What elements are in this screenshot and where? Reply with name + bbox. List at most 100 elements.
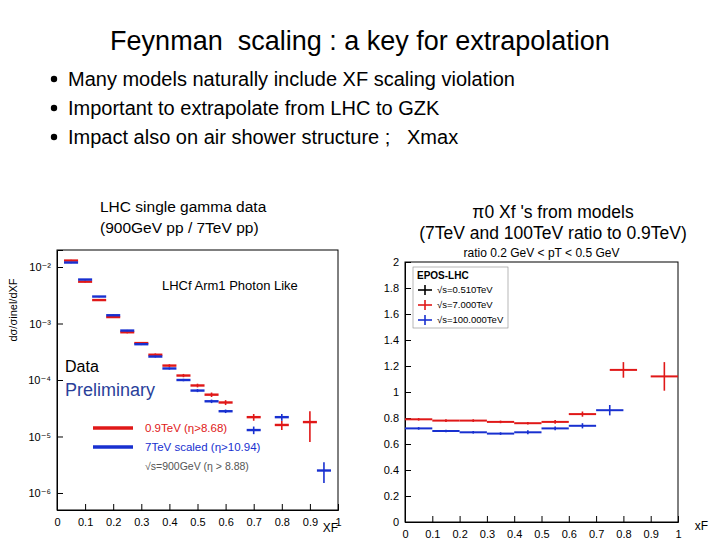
x-tick-mark — [514, 516, 515, 522]
bin-bar — [569, 413, 596, 415]
y-tick-mark — [405, 496, 411, 497]
annotation: √s=900GeV (η > 8.88) — [145, 460, 249, 472]
legend-swatch — [93, 426, 133, 430]
x-tick-mark — [282, 504, 283, 510]
data-point — [569, 412, 596, 417]
x-tick-mark — [678, 516, 679, 522]
bin-bar — [542, 427, 569, 429]
x-axis: 00.10.20.30.40.50.60.70.80.91 — [54, 504, 341, 528]
y-tick: 10⁻⁵ — [28, 431, 63, 443]
x-axis-title: xF — [695, 519, 708, 533]
data-points — [64, 260, 331, 483]
legend-swatch — [424, 285, 426, 295]
legend-label: 7TeV scaled (η>10.94) — [145, 441, 261, 453]
data-point — [405, 418, 432, 421]
bin-bar — [542, 421, 569, 423]
bullet-dot — [51, 76, 57, 82]
legend-swatch — [424, 300, 426, 310]
bin-bar — [303, 421, 317, 423]
y-tick-label: 1.4 — [384, 334, 399, 346]
x-tick: 0.6 — [218, 504, 233, 528]
y-axis-line — [58, 251, 64, 511]
data-point — [148, 356, 162, 358]
legend: 0.9TeV (η>8.68)7TeV scaled (η>10.94) — [93, 422, 261, 453]
y-tick-mark — [405, 366, 411, 367]
x-tick: 0.2 — [106, 504, 121, 528]
bullet-text: Important to extrapolate from LHC to GZK — [68, 97, 440, 119]
chart-0: 00.10.20.30.40.50.60.70.80.9110⁻⁶10⁻⁵10⁻… — [7, 250, 342, 535]
y-tick-mark — [57, 324, 63, 325]
x-tick: 0.5 — [190, 504, 205, 528]
bin-bar — [120, 331, 134, 333]
x-axis-line — [406, 516, 679, 523]
x-tick-label: 0.5 — [190, 516, 205, 528]
error-bar — [309, 411, 311, 442]
right-caption: (7TeV and 100TeV ratio to 0.9TeV) — [419, 223, 687, 243]
data-point — [405, 427, 432, 430]
x-tick: 0.3 — [480, 516, 495, 540]
data-point — [303, 411, 317, 442]
x-tick: 0.7 — [589, 516, 604, 540]
bin-bar — [432, 420, 459, 422]
x-tick: 0.1 — [78, 504, 93, 528]
bullet-dot — [51, 134, 57, 140]
legend-title: EPOS-LHC — [417, 270, 469, 281]
legend-label: √s=100.000TeV — [437, 314, 504, 325]
x-tick-label: 0.4 — [162, 516, 177, 528]
y-tick: 0.6 — [384, 438, 411, 450]
x-tick-label: 0.3 — [480, 528, 495, 540]
x-tick-label: 0.8 — [616, 528, 631, 540]
data-point — [148, 353, 162, 356]
data-point — [651, 362, 678, 391]
data-point — [92, 296, 106, 297]
x-tick-mark — [226, 504, 227, 510]
left-caption: (900GeV pp / 7TeV pp) — [100, 219, 259, 236]
x-tick: 0.3 — [134, 504, 149, 528]
x-tick-label: 0.4 — [507, 528, 522, 540]
chart-title: LHCf Arm1 Photon Like — [162, 278, 298, 293]
bin-bar — [569, 425, 596, 427]
y-tick-label: 1.2 — [384, 360, 399, 372]
chart-title: ratio 0.2 GeV < pT < 0.5 GeV — [464, 246, 620, 260]
x-tick-label: 0.6 — [218, 516, 233, 528]
y-tick-label: 1 — [393, 386, 399, 398]
x-tick: 0.4 — [162, 504, 177, 528]
data-point — [190, 384, 204, 388]
data-point — [432, 419, 459, 422]
x-tick-mark — [487, 516, 488, 522]
y-axis: 10⁻⁶10⁻⁵10⁻⁴10⁻³10⁻² — [28, 251, 63, 511]
y-tick-mark — [405, 444, 411, 445]
data-point — [162, 364, 176, 367]
y-tick-mark — [405, 262, 411, 263]
bin-bar — [219, 401, 233, 403]
x-tick-mark — [85, 504, 86, 510]
data-point — [460, 431, 487, 434]
bin-bar — [596, 409, 623, 411]
bin-bar — [514, 431, 541, 433]
data-point — [190, 389, 204, 392]
x-tick-mark — [542, 516, 543, 522]
y-tick: 10⁻³ — [29, 318, 63, 330]
legend-label: √s=7.000TeV — [437, 299, 493, 310]
bin-bar — [219, 410, 233, 412]
data-point — [487, 432, 514, 435]
bin-bar — [405, 418, 432, 420]
y-tick: 0.8 — [384, 412, 411, 424]
chart-1: 00.10.20.30.40.50.60.70.80.9100.20.40.60… — [384, 246, 708, 540]
y-tick: 2 — [393, 256, 411, 268]
bin-bar — [120, 329, 134, 331]
legend-swatch — [93, 445, 133, 449]
bin-bar — [247, 429, 261, 431]
data-point — [78, 279, 92, 280]
bin-bar — [162, 367, 176, 369]
bin-bar — [460, 431, 487, 433]
x-tick-mark — [310, 504, 311, 510]
bin-bar — [432, 430, 459, 432]
bin-bar — [162, 364, 176, 366]
y-tick: 1.8 — [384, 282, 411, 294]
y-tick-mark — [405, 392, 411, 393]
plot-frame — [57, 250, 338, 510]
y-axis-title: dσ/σinel/dXF — [7, 278, 19, 341]
bin-bar — [487, 433, 514, 435]
data-point — [487, 421, 514, 424]
